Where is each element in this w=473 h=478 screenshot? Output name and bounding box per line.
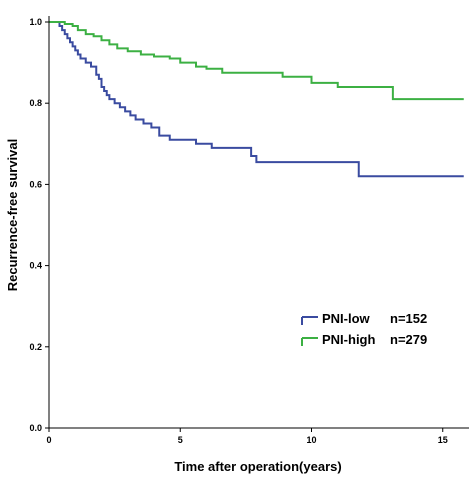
series-line-pni-high <box>49 21 464 101</box>
y-tick-label: 1.0 <box>29 17 42 27</box>
y-axis-ticks: 0.0 0.2 0.4 0.6 0.8 1.0 <box>29 17 49 433</box>
y-tick-label: 0.0 <box>29 423 42 433</box>
y-tick-label: 0.6 <box>29 179 42 189</box>
legend-count-pni-low: n=152 <box>390 311 427 326</box>
y-tick-label: 0.8 <box>29 98 42 108</box>
x-tick-label: 5 <box>178 435 183 445</box>
x-tick-label: 10 <box>306 435 316 445</box>
x-axis-label: Time after operation(years) <box>174 459 341 474</box>
legend-label-pni-low: PNI-low <box>322 311 371 326</box>
x-axis-ticks: 0 5 10 15 <box>46 428 448 445</box>
y-tick-label: 0.4 <box>29 261 42 271</box>
series-line-pni-low <box>49 21 464 178</box>
y-tick-label: 0.2 <box>29 342 42 352</box>
legend-count-pni-high: n=279 <box>390 332 427 347</box>
x-tick-label: 0 <box>46 435 51 445</box>
legend: PNI-low n=152 PNI-high n=279 <box>301 311 427 347</box>
x-tick-label: 15 <box>438 435 448 445</box>
y-axis-label: Recurrence-free survival <box>5 139 20 291</box>
legend-label-pni-high: PNI-high <box>322 332 375 347</box>
series-lines <box>49 21 464 178</box>
